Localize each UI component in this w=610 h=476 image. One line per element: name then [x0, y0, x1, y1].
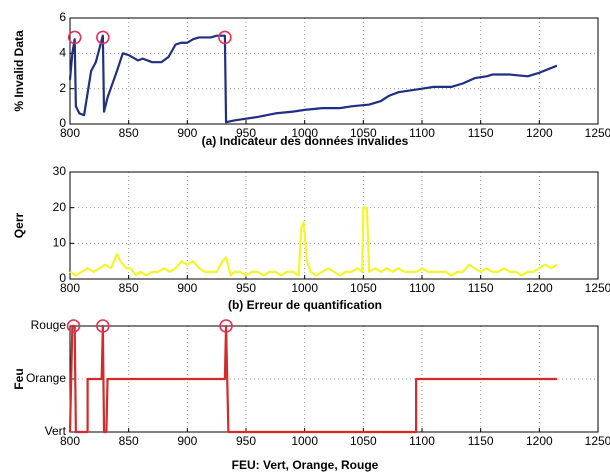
y-tick-label: Orange [26, 371, 66, 385]
x-tick-label: 1050 [350, 126, 377, 140]
y-tick-label: 6 [59, 10, 66, 24]
x-tick-label: 950 [236, 281, 256, 295]
x-tick-label: 1150 [468, 434, 494, 448]
highlight-circle [96, 30, 110, 45]
x-tick-label: 1200 [526, 126, 553, 140]
x-tick-label: 800 [60, 126, 80, 140]
highlight-circle [67, 30, 82, 45]
axes-box [69, 171, 599, 280]
y-tick-label: 0 [59, 271, 66, 285]
chart-title: (a) Indicateur des données invalides [202, 134, 409, 148]
x-tick-label: 1100 [409, 126, 435, 140]
x-tick-label: 1000 [291, 126, 318, 140]
data-line [68, 34, 558, 124]
x-tick-label: 1050 [350, 281, 377, 295]
x-tick-label: 1150 [468, 281, 494, 295]
y-tick-label: 10 [53, 236, 67, 250]
y-axis-label: Qerr [12, 213, 26, 239]
x-tick-label: 1250 [585, 126, 610, 140]
chart-title: FEU: Vert, Orange, Rouge [232, 458, 379, 472]
y-tick-label: 2 [59, 81, 66, 95]
y-tick-label: 20 [53, 200, 67, 214]
x-tick-label: 900 [177, 434, 197, 448]
x-tick-label: 1050 [350, 434, 377, 448]
y-axis-label: % Invalid Data [12, 30, 26, 112]
data-line [68, 324, 557, 434]
x-tick-label: 950 [236, 126, 256, 140]
x-tick-label: 800 [60, 281, 80, 295]
x-tick-label: 950 [236, 434, 256, 448]
x-tick-label: 1150 [468, 126, 494, 140]
chart-title: (b) Erreur de quantification [228, 298, 382, 312]
x-tick-label: 1000 [291, 434, 318, 448]
highlight-circle [219, 319, 233, 333]
y-tick-label: Rouge [31, 318, 67, 332]
x-tick-label: 1000 [291, 281, 318, 295]
highlight-circle [218, 30, 232, 45]
y-tick-label: Vert [45, 424, 67, 438]
y-tick-label: 30 [53, 164, 67, 178]
x-tick-label: 1200 [526, 281, 553, 295]
x-tick-label: 850 [119, 434, 139, 448]
x-tick-label: 850 [119, 126, 139, 140]
highlight-circle [96, 319, 110, 333]
x-tick-label: 900 [177, 281, 197, 295]
x-tick-label: 1100 [409, 434, 435, 448]
x-tick-label: 900 [177, 126, 197, 140]
highlight-circle [66, 319, 81, 333]
x-tick-label: 800 [60, 434, 80, 448]
x-tick-label: 850 [119, 281, 139, 295]
x-tick-label: 1100 [409, 281, 435, 295]
y-tick-label: 4 [59, 46, 66, 60]
y-axis-label: Feu [12, 368, 26, 389]
x-tick-label: 1200 [526, 434, 553, 448]
x-tick-label: 1250 [585, 281, 610, 295]
data-line [69, 206, 558, 277]
y-tick-label: 0 [59, 116, 66, 130]
x-tick-label: 1250 [585, 434, 610, 448]
